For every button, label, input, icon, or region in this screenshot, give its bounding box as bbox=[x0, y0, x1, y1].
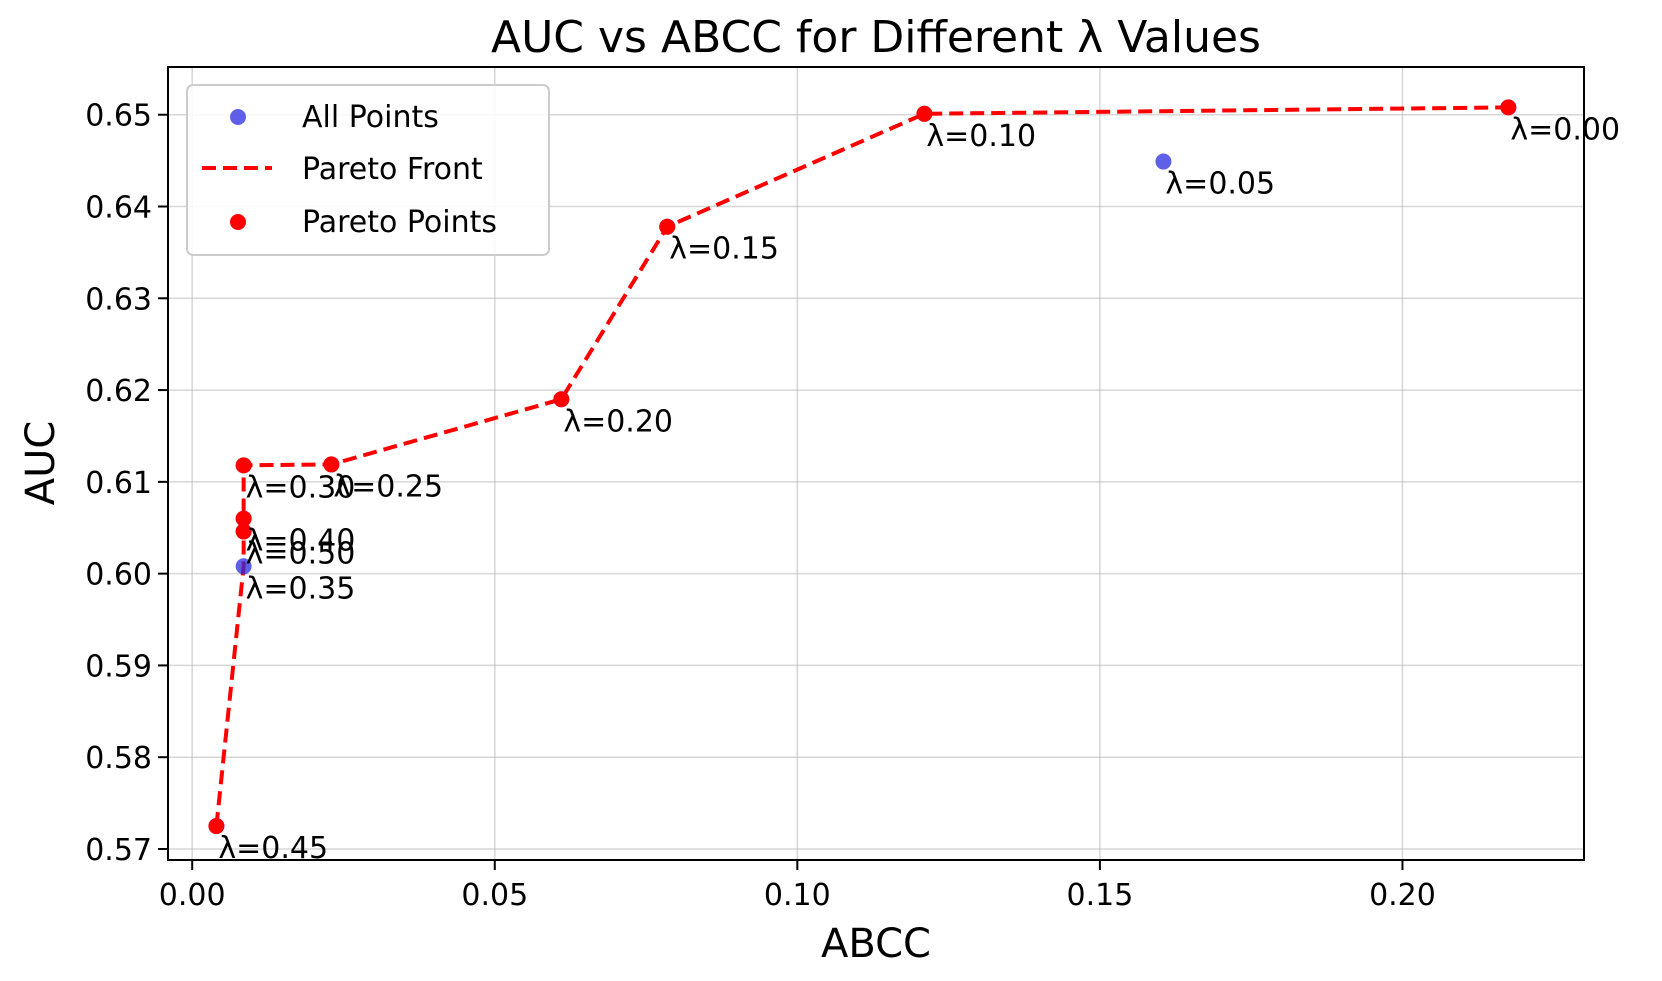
chart-title: AUC vs ABCC for Different λ Values bbox=[491, 12, 1261, 63]
point-label: λ=0.50 bbox=[246, 536, 356, 571]
x-tick-label: 0.10 bbox=[764, 878, 831, 913]
y-tick-label: 0.61 bbox=[85, 466, 152, 501]
point-label: λ=0.10 bbox=[926, 119, 1036, 154]
x-tick-label: 0.15 bbox=[1066, 878, 1133, 913]
y-tick-label: 0.58 bbox=[85, 741, 152, 776]
point-label: λ=0.15 bbox=[669, 232, 779, 267]
legend-box bbox=[186, 84, 550, 256]
x-axis-label: ABCC bbox=[821, 921, 931, 967]
y-axis: 0.57 0.58 0.59 0.60 0.61 0.62 0.63 0.64 0.65 bbox=[85, 99, 168, 868]
points bbox=[208, 99, 1517, 835]
grid bbox=[168, 67, 1584, 860]
y-tick-label: 0.62 bbox=[85, 374, 152, 409]
point-label: λ=0.30 bbox=[246, 470, 356, 505]
pareto-point-marker bbox=[235, 457, 252, 474]
legend-all-points-label: All Points bbox=[302, 100, 439, 135]
point-label: λ=0.20 bbox=[563, 404, 673, 439]
pareto-point-marker bbox=[235, 523, 252, 540]
x-tick-label: 0.20 bbox=[1369, 878, 1436, 913]
legend-pareto-points-label: Pareto Points bbox=[302, 205, 497, 240]
y-axis-label: AUC bbox=[18, 421, 64, 506]
pareto-point-marker bbox=[208, 818, 225, 835]
x-tick-label: 0.05 bbox=[461, 878, 528, 913]
y-tick-label: 0.64 bbox=[85, 191, 152, 226]
pareto-point-marker bbox=[1500, 99, 1517, 116]
point-labels: λ=0.00λ=0.05λ=0.10λ=0.15λ=0.20λ=0.25λ=0.… bbox=[218, 112, 1620, 866]
plot-frame bbox=[167, 66, 1585, 861]
y-tick-label: 0.65 bbox=[85, 99, 152, 134]
x-tick-label: 0.00 bbox=[159, 878, 226, 913]
y-tick-label: 0.63 bbox=[85, 282, 152, 317]
x-axis: 0.00 0.05 0.10 0.15 0.20 bbox=[159, 860, 1436, 913]
y-tick-label: 0.60 bbox=[85, 558, 152, 593]
point-label: λ=0.45 bbox=[218, 831, 328, 866]
pareto-front-line bbox=[214, 105, 1509, 827]
pareto-point-marker bbox=[553, 391, 570, 408]
legend-pareto-points-marker bbox=[230, 214, 246, 230]
pareto-point-marker bbox=[916, 105, 933, 122]
all-point-marker bbox=[1155, 153, 1172, 170]
pareto-point-marker bbox=[659, 218, 676, 235]
y-tick-label: 0.57 bbox=[85, 833, 152, 868]
legend-all-points-marker bbox=[230, 109, 246, 125]
legend-pareto-front-label: Pareto Front bbox=[302, 152, 483, 187]
y-tick-label: 0.59 bbox=[85, 649, 152, 684]
pareto-point-marker bbox=[235, 510, 252, 527]
all-point-marker bbox=[235, 558, 252, 575]
point-label: λ=0.35 bbox=[246, 571, 356, 606]
point-label: λ=0.40 bbox=[246, 524, 356, 559]
point-label: λ=0.25 bbox=[333, 469, 443, 504]
legend: All Points Pareto Front Pareto Points bbox=[186, 84, 550, 256]
pareto-point-marker bbox=[323, 456, 340, 473]
point-label: λ=0.05 bbox=[1165, 167, 1275, 202]
point-label: λ=0.00 bbox=[1510, 112, 1620, 147]
